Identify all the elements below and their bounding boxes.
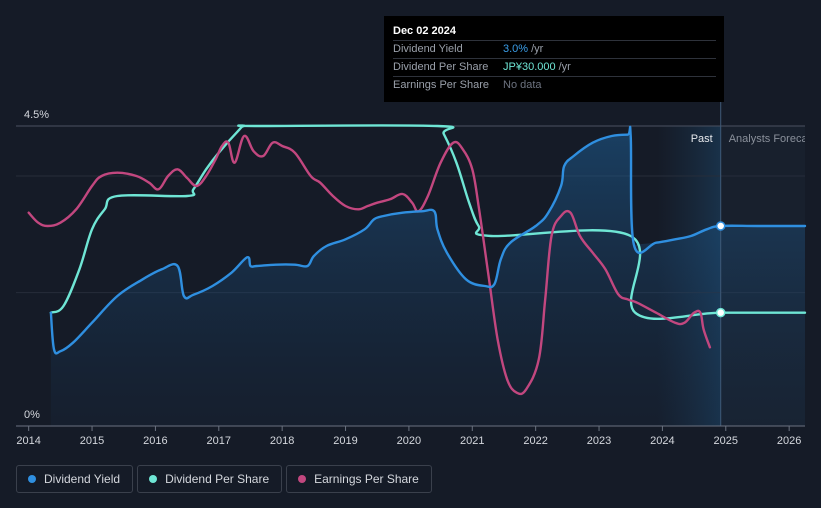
earnings-per-share-line — [27, 134, 712, 396]
legend-dividend-yield[interactable]: Dividend Yield — [16, 465, 134, 493]
x-axis-ticks: 2014 2015 2016 2017 2018 2019 2020 2021 2022 2023… — [16, 426, 801, 447]
legend: Dividend Yield Dividend Per Share Earnin… — [16, 465, 432, 493]
dividend-yield-area — [50, 134, 806, 426]
x-tick-label: 2019 — [333, 435, 357, 447]
tooltip-value: JP¥30.000 — [503, 61, 556, 73]
y-axis-bottom-label: 0% — [24, 409, 40, 421]
x-tick-label: 2014 — [16, 435, 40, 447]
dividend-per-share-marker — [715, 307, 726, 318]
forecast-label: Analysts Forecasts — [729, 133, 821, 145]
tooltip-value: 3.0% — [503, 43, 529, 55]
legend-dot-icon — [149, 475, 158, 483]
dividend-yield-line — [49, 125, 807, 355]
x-tick-label: 2015 — [80, 435, 104, 447]
legend-dividend-per-share[interactable]: Dividend Per Share — [137, 465, 283, 493]
x-tick-label: 2018 — [270, 435, 294, 447]
tooltip-row-dividend-yield: Dividend Yield 3.0% /yr — [393, 40, 716, 58]
dividend-yield-marker — [715, 221, 726, 231]
legend-dot-icon — [298, 475, 307, 483]
tooltip-unit: /yr — [531, 43, 544, 55]
x-tick-label: 2020 — [397, 435, 421, 447]
tooltip-row-earnings-per-share: Earnings Per Share No data — [393, 76, 716, 94]
x-tick-label: 2022 — [523, 435, 547, 447]
legend-dot-icon — [28, 475, 36, 483]
tooltip-label: Dividend Per Share — [393, 61, 489, 73]
tooltip: Dec 02 2024 Dividend Yield 3.0% /yr Divi… — [384, 16, 724, 102]
tooltip-date: Dec 02 2024 — [393, 25, 456, 37]
x-tick-label: 2023 — [587, 435, 611, 447]
tooltip-label: Earnings Per Share — [393, 79, 489, 91]
x-tick-label: 2017 — [207, 435, 231, 447]
legend-label: Dividend Yield — [44, 472, 121, 486]
x-tick-label: 2024 — [650, 435, 674, 447]
legend-earnings-per-share[interactable]: Earnings Per Share — [286, 465, 432, 493]
x-tick-label: 2026 — [777, 435, 801, 447]
tooltip-row-dividend-per-share: Dividend Per Share JP¥30.000 /yr — [393, 58, 716, 76]
past-label: Past — [691, 133, 713, 145]
legend-label: Earnings Per Share — [314, 472, 419, 486]
tooltip-unit: /yr — [558, 61, 571, 73]
tooltip-label: Dividend Yield — [393, 43, 463, 55]
x-tick-label: 2016 — [143, 435, 167, 447]
x-tick-label: 2021 — [460, 435, 484, 447]
x-tick-label: 2025 — [714, 435, 738, 447]
dividend-per-share-line — [49, 124, 807, 320]
y-axis-top-label: 4.5% — [24, 109, 49, 121]
tooltip-value: No data — [503, 79, 542, 91]
legend-label: Dividend Per Share — [165, 472, 270, 486]
